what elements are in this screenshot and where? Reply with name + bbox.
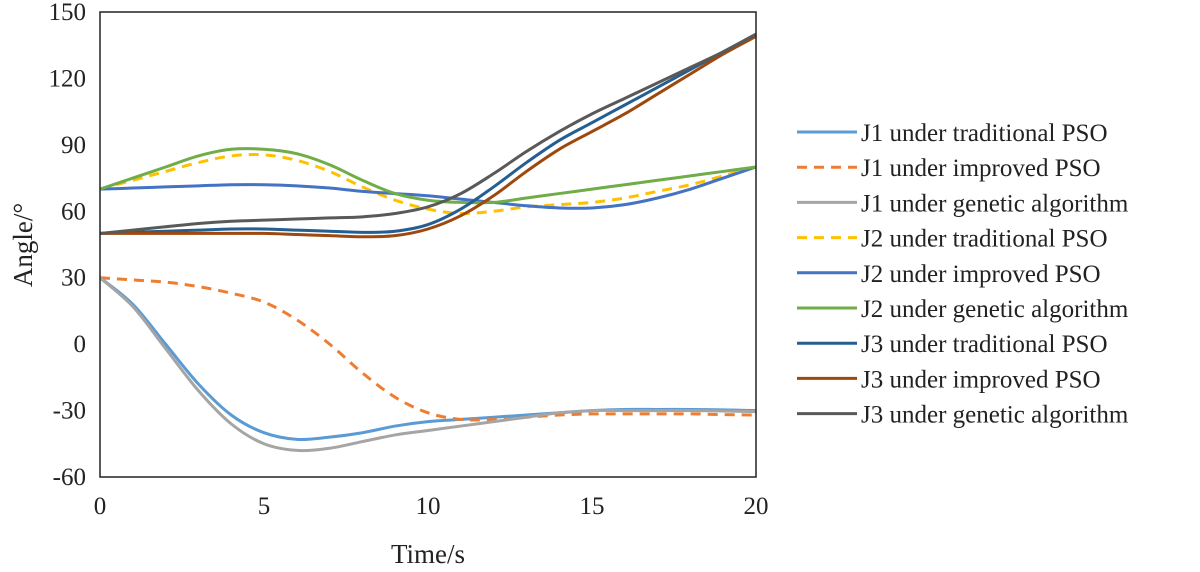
series-line-4: [99, 152, 757, 216]
series-line-2: [99, 276, 757, 422]
series-line-3: [99, 276, 757, 453]
series-line-6: [99, 147, 757, 205]
x-axis-title: Time/s: [391, 539, 465, 569]
plot-area: [99, 32, 757, 453]
axes: -60 -30 0 30 60 90 120 150 0 5 10 15 20: [49, 0, 769, 520]
x-tick-label: 20: [744, 493, 769, 520]
x-tick-label: 5: [258, 493, 271, 520]
legend-label: J1 under traditional PSO: [861, 120, 1108, 147]
legend: J1 under traditional PSO J1 under improve…: [797, 120, 1129, 429]
legend-label: J2 under improved PSO: [861, 261, 1101, 288]
y-tick-label: -30: [53, 398, 86, 425]
plot-frame: [99, 11, 757, 478]
series-line-7: [99, 32, 757, 235]
y-tick-label: 120: [49, 65, 87, 92]
legend-label: J3 under improved PSO: [861, 366, 1101, 393]
legend-label: J2 under traditional PSO: [861, 226, 1108, 253]
x-tick-label: 15: [580, 493, 605, 520]
legend-label: J1 under genetic algorithm: [861, 190, 1129, 217]
series-line-5: [99, 165, 757, 210]
x-tick-label: 10: [416, 493, 441, 520]
y-tick-label: 60: [61, 198, 86, 225]
legend-label: J2 under genetic algorithm: [861, 296, 1129, 323]
x-tick-label: 0: [94, 493, 107, 520]
y-tick-label: 150: [49, 0, 87, 26]
series-line-9: [99, 32, 757, 235]
legend-label: J1 under improved PSO: [861, 155, 1101, 182]
y-tick-label: 0: [74, 331, 87, 358]
y-tick-label: -60: [53, 464, 86, 491]
series-line-8: [100, 35, 757, 239]
legend-label: J3 under traditional PSO: [861, 331, 1108, 358]
y-tick-label: 30: [61, 265, 86, 292]
y-tick-label: 90: [61, 132, 86, 159]
legend-label: J3 under genetic algorithm: [861, 402, 1129, 429]
y-axis-title: Angle/°: [8, 203, 38, 287]
